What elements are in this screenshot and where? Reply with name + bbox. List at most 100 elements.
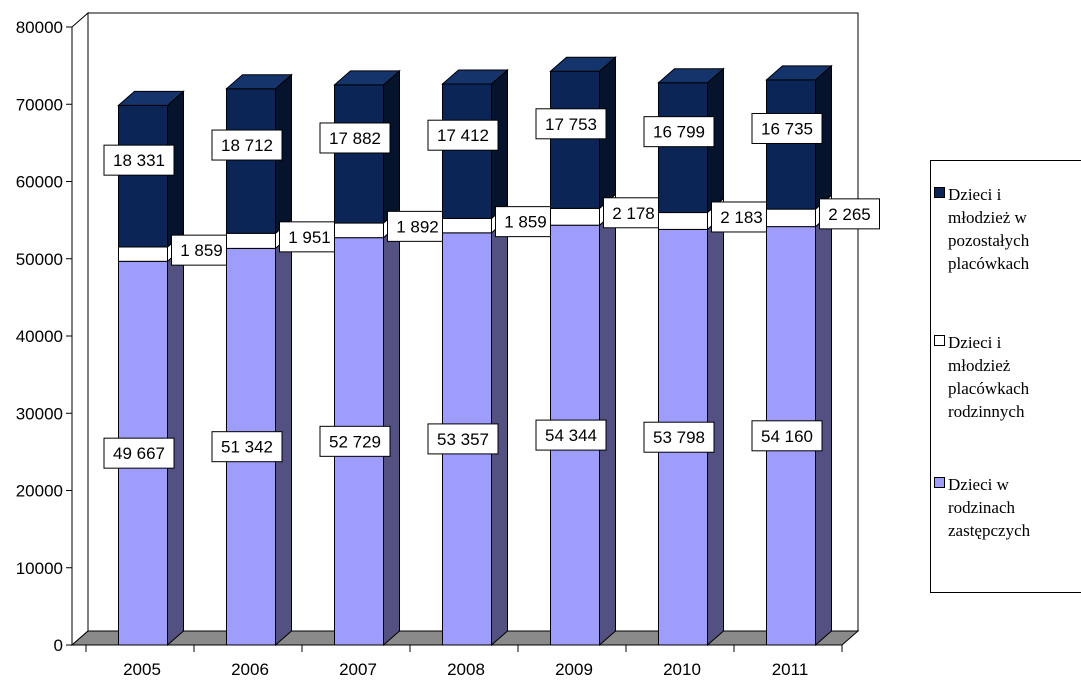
data-label-box	[211, 431, 283, 463]
data-label: 1 859	[171, 234, 232, 266]
data-label: 2 265	[819, 198, 880, 230]
data-label-text: 17 753	[545, 115, 597, 134]
data-label-box	[211, 129, 283, 161]
legend-text: placówkach	[948, 254, 1030, 273]
data-label: 54 344	[535, 419, 607, 451]
y-tick-label: 30000	[16, 404, 63, 423]
data-label-box	[279, 221, 340, 253]
bar-segment-rodzinne	[766, 208, 816, 228]
data-label-text: 54 344	[545, 426, 597, 445]
bar-stack-2009	[549, 56, 617, 647]
legend-swatch-rodzinne	[934, 335, 945, 346]
bar-top-cap	[117, 90, 185, 106]
data-label-text: 16 735	[761, 119, 813, 138]
data-label-text: 18 331	[113, 151, 165, 170]
data-label-box	[171, 234, 232, 266]
bar-top-cap	[765, 65, 833, 81]
legend-label-zastepcze: Dzieci w rodzinach zastępczych	[948, 473, 1080, 542]
bar-segment-pozostale	[658, 82, 708, 214]
data-label-box	[103, 437, 175, 469]
bar-segment-pozostale	[550, 70, 600, 209]
data-label: 2 183	[711, 201, 772, 233]
data-label: 53 357	[427, 423, 499, 455]
bar-segment-rodzinne	[658, 212, 708, 230]
data-label-box	[819, 198, 880, 230]
data-label-box	[535, 108, 607, 140]
data-label-box	[751, 112, 823, 144]
data-label-box	[751, 420, 823, 452]
data-label: 52 729	[319, 425, 391, 457]
data-label-box	[711, 201, 772, 233]
x-tick-label: 2011	[772, 660, 809, 679]
data-label-box	[603, 197, 664, 229]
data-label: 49 667	[103, 437, 175, 469]
bar-segment-rodzinne	[442, 217, 492, 234]
legend-text: Dzieci w	[948, 475, 1009, 494]
legend-text: zastępczych	[948, 521, 1031, 540]
data-label-box	[319, 425, 391, 457]
data-label-text: 2 265	[828, 205, 871, 224]
data-label-text: 2 178	[612, 204, 655, 223]
data-label-box	[495, 206, 556, 238]
bar-segment-pozostale	[226, 88, 276, 234]
bar-segment-rodzinne	[118, 246, 168, 262]
data-label-text: 2 183	[720, 208, 763, 227]
chart-side-wall	[71, 11, 89, 647]
legend-text: młodzież	[948, 356, 1011, 375]
data-label: 53 798	[643, 421, 715, 453]
data-label-text: 53 357	[437, 430, 489, 449]
bar-stack-2007	[333, 69, 401, 647]
y-tick-label: 50000	[16, 250, 63, 269]
bar-top-cap	[657, 68, 725, 84]
data-label-text: 17 412	[437, 126, 489, 145]
data-label: 1 892	[387, 210, 448, 242]
data-label: 1 859	[495, 206, 556, 238]
y-tick-label: 10000	[16, 559, 63, 578]
data-label: 18 712	[211, 129, 283, 161]
x-tick-label: 2007	[339, 660, 377, 679]
bar-segment-pozostale	[442, 83, 492, 219]
legend-label-pozostale: Dzieci i młodzież w pozostałych placówka…	[948, 183, 1080, 275]
bar-stack-2008	[441, 68, 509, 647]
data-label-box	[535, 419, 607, 451]
legend-label-rodzinne: Dzieci i młodzież placówkach rodzinnych	[948, 331, 1080, 423]
data-label-box	[427, 423, 499, 455]
bar-top-cap	[333, 70, 401, 86]
data-label: 17 882	[319, 122, 391, 154]
legend-text: placówkach	[948, 379, 1030, 398]
data-label: 54 160	[751, 420, 823, 452]
data-label: 17 412	[427, 119, 499, 151]
data-label-box	[643, 116, 715, 148]
legend-text: rodzinach	[948, 498, 1016, 517]
legend-swatch-pozostale	[934, 187, 945, 198]
data-label-text: 16 799	[653, 123, 705, 142]
data-label-text: 17 882	[329, 129, 381, 148]
legend-text: Dzieci i	[948, 185, 1002, 204]
data-label-text: 1 859	[504, 213, 547, 232]
data-label-text: 1 951	[288, 228, 331, 247]
data-label: 17 753	[535, 108, 607, 140]
bar-stack-2011	[765, 64, 833, 647]
y-tick-label: 70000	[16, 95, 63, 114]
data-label-box	[387, 210, 448, 242]
bar-stack-2010	[657, 67, 725, 647]
y-tick-label: 80000	[16, 18, 63, 37]
bar-top-cap	[549, 56, 617, 72]
bar-segment-pozostale	[118, 104, 168, 248]
y-tick-label: 60000	[16, 173, 63, 192]
bar-segment-rodzinne	[334, 222, 384, 239]
data-label-box	[643, 421, 715, 453]
data-label: 16 735	[751, 112, 823, 144]
data-label-text: 54 160	[761, 427, 813, 446]
data-label-text: 1 859	[180, 241, 223, 260]
x-tick-label: 2006	[231, 660, 269, 679]
legend-text: pozostałych	[948, 231, 1030, 250]
data-label-text: 49 667	[113, 444, 165, 463]
bar-segment-rodzinne	[550, 207, 600, 226]
x-tick-label: 2008	[447, 660, 485, 679]
data-label-text: 18 712	[221, 136, 273, 155]
bar-segment-pozostale	[766, 79, 816, 210]
x-tick-label: 2009	[555, 660, 593, 679]
y-tick-label: 0	[54, 636, 63, 655]
